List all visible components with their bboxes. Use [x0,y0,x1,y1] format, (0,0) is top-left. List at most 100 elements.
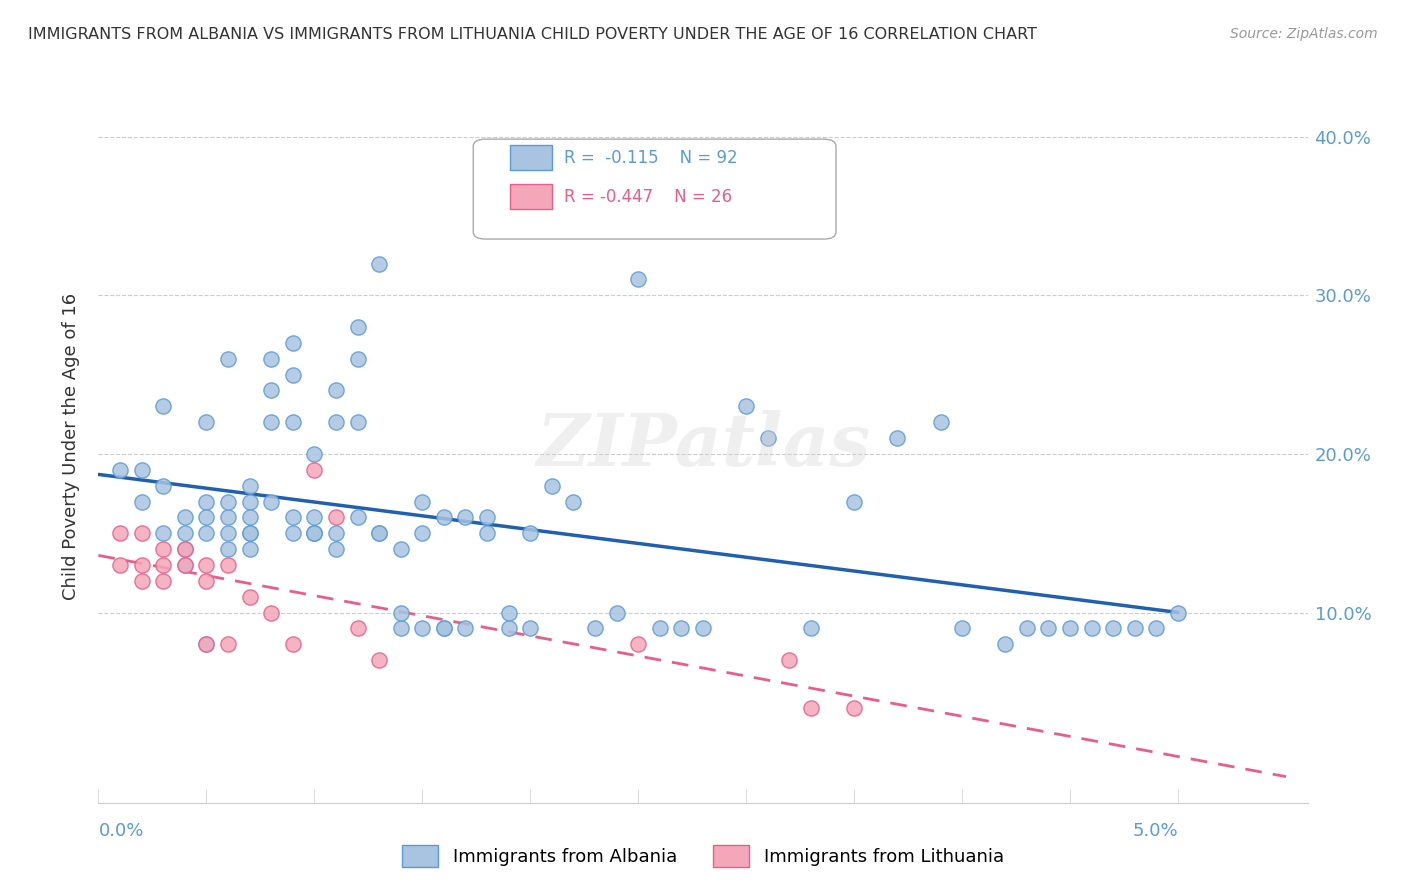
Point [131,494,153,508]
Point [519,526,541,541]
Point [540,478,562,492]
Point [195,494,218,508]
Point [475,526,498,541]
Point [1123,621,1146,635]
Point [108,463,131,477]
Point [325,526,347,541]
Point [389,606,412,620]
Point [454,510,477,524]
Point [260,384,283,398]
Point [131,526,153,541]
Point [606,606,628,620]
Point [411,621,433,635]
Point [346,510,368,524]
Point [239,494,262,508]
Point [304,510,326,524]
Point [498,621,520,635]
Point [108,558,131,572]
Point [152,574,174,588]
Point [844,494,866,508]
Point [152,478,174,492]
Point [411,526,433,541]
Point [217,351,239,366]
Point [498,606,520,620]
Point [950,621,973,635]
Text: Source: ZipAtlas.com: Source: ZipAtlas.com [1230,27,1378,41]
Point [389,542,412,557]
Point [844,700,866,714]
Point [260,606,283,620]
Point [239,526,262,541]
Point [368,526,391,541]
Point [1059,621,1081,635]
Point [173,542,195,557]
Point [260,494,283,508]
Point [239,590,262,604]
Point [735,400,758,414]
Point [304,526,326,541]
FancyBboxPatch shape [509,145,551,169]
Point [800,621,823,635]
Point [195,574,218,588]
Point [131,463,153,477]
Point [195,558,218,572]
Point [756,431,779,445]
Point [325,510,347,524]
Point [173,526,195,541]
Point [1038,621,1060,635]
Point [195,510,218,524]
Text: R =  -0.115    N = 92: R = -0.115 N = 92 [564,149,738,167]
Point [173,558,195,572]
Point [671,621,693,635]
Text: 0.0%: 0.0% [98,822,143,840]
Point [217,542,239,557]
Point [368,257,391,271]
Point [325,542,347,557]
Point [411,494,433,508]
Point [562,494,585,508]
Point [994,637,1017,651]
Point [131,574,153,588]
Point [433,510,456,524]
Point [346,621,368,635]
Point [217,510,239,524]
Point [800,700,823,714]
Point [692,621,714,635]
Point [627,272,650,286]
Point [195,637,218,651]
Point [929,415,952,429]
Point [217,558,239,572]
Point [325,384,347,398]
Point [368,526,391,541]
Point [195,526,218,541]
Point [173,510,195,524]
Point [1144,621,1167,635]
Point [433,621,456,635]
Point [239,510,262,524]
Point [217,494,239,508]
Point [260,415,283,429]
FancyBboxPatch shape [474,139,837,239]
Point [325,415,347,429]
Point [281,510,304,524]
Point [195,637,218,651]
Point [304,526,326,541]
Point [454,621,477,635]
Point [239,542,262,557]
Point [281,415,304,429]
Text: R = -0.447    N = 26: R = -0.447 N = 26 [564,188,733,206]
Point [886,431,908,445]
Y-axis label: Child Poverty Under the Age of 16: Child Poverty Under the Age of 16 [62,293,80,599]
Point [173,542,195,557]
Point [281,637,304,651]
Point [346,415,368,429]
Point [304,526,326,541]
Point [260,351,283,366]
Point [173,558,195,572]
Point [648,621,671,635]
FancyBboxPatch shape [509,184,551,209]
Point [152,526,174,541]
Point [475,510,498,524]
Point [346,351,368,366]
Text: 5.0%: 5.0% [1132,822,1178,840]
